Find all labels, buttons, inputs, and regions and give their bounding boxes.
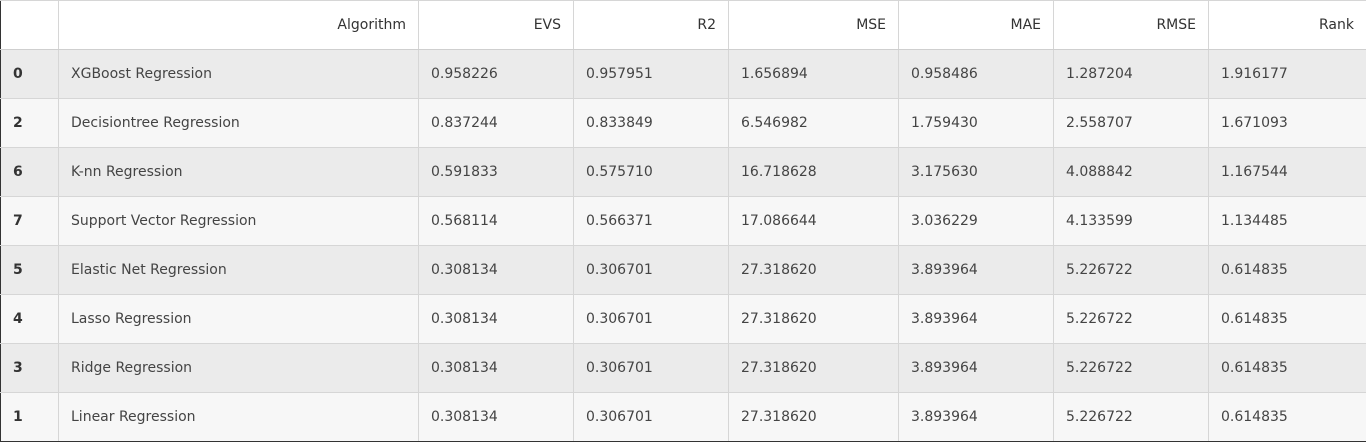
mae-cell: 3.893964 <box>898 245 1054 295</box>
mae-cell: 3.036229 <box>898 196 1054 246</box>
row-index: 4 <box>0 294 59 344</box>
table-body: 0 XGBoost Regression 0.958226 0.957951 1… <box>0 49 1366 442</box>
evs-cell: 0.591833 <box>418 147 574 197</box>
evs-cell: 0.958226 <box>418 49 574 99</box>
algorithm-cell: Lasso Regression <box>58 294 419 344</box>
row-index: 0 <box>0 49 59 99</box>
table-row: 4 Lasso Regression 0.308134 0.306701 27.… <box>0 294 1366 344</box>
rank-column-header: Rank <box>1208 0 1366 50</box>
mse-cell: 27.318620 <box>728 245 899 295</box>
algorithm-cell: Elastic Net Regression <box>58 245 419 295</box>
evs-cell: 0.308134 <box>418 294 574 344</box>
mse-cell: 17.086644 <box>728 196 899 246</box>
evs-cell: 0.308134 <box>418 343 574 393</box>
mae-cell: 3.175630 <box>898 147 1054 197</box>
row-index: 7 <box>0 196 59 246</box>
rank-cell: 0.614835 <box>1208 392 1366 442</box>
table-row: 7 Support Vector Regression 0.568114 0.5… <box>0 196 1366 246</box>
mse-cell: 27.318620 <box>728 392 899 442</box>
rank-cell: 1.167544 <box>1208 147 1366 197</box>
mse-cell: 27.318620 <box>728 294 899 344</box>
rmse-cell: 4.133599 <box>1053 196 1209 246</box>
header-row: Algorithm EVS R2 MSE MAE RMSE Rank <box>0 0 1366 50</box>
table-row: 2 Decisiontree Regression 0.837244 0.833… <box>0 98 1366 148</box>
algorithm-cell: XGBoost Regression <box>58 49 419 99</box>
rmse-cell: 2.558707 <box>1053 98 1209 148</box>
rmse-cell: 4.088842 <box>1053 147 1209 197</box>
r2-cell: 0.575710 <box>573 147 729 197</box>
index-column-header <box>0 0 59 50</box>
mae-column-header: MAE <box>898 0 1054 50</box>
table-row: 0 XGBoost Regression 0.958226 0.957951 1… <box>0 49 1366 99</box>
evs-cell: 0.308134 <box>418 245 574 295</box>
mse-cell: 1.656894 <box>728 49 899 99</box>
rmse-cell: 5.226722 <box>1053 343 1209 393</box>
r2-column-header: R2 <box>573 0 729 50</box>
algorithm-cell: Decisiontree Regression <box>58 98 419 148</box>
mae-cell: 3.893964 <box>898 392 1054 442</box>
r2-cell: 0.306701 <box>573 343 729 393</box>
row-index: 2 <box>0 98 59 148</box>
r2-cell: 0.957951 <box>573 49 729 99</box>
mae-cell: 3.893964 <box>898 294 1054 344</box>
mse-cell: 16.718628 <box>728 147 899 197</box>
rmse-cell: 5.226722 <box>1053 294 1209 344</box>
rank-cell: 0.614835 <box>1208 343 1366 393</box>
mse-column-header: MSE <box>728 0 899 50</box>
row-index: 1 <box>0 392 59 442</box>
evs-column-header: EVS <box>418 0 574 50</box>
rank-cell: 1.134485 <box>1208 196 1366 246</box>
rank-cell: 0.614835 <box>1208 294 1366 344</box>
rank-cell: 1.916177 <box>1208 49 1366 99</box>
row-index: 5 <box>0 245 59 295</box>
r2-cell: 0.306701 <box>573 245 729 295</box>
table-row: 1 Linear Regression 0.308134 0.306701 27… <box>0 392 1366 442</box>
r2-cell: 0.833849 <box>573 98 729 148</box>
algorithm-cell: Ridge Regression <box>58 343 419 393</box>
mae-cell: 0.958486 <box>898 49 1054 99</box>
evs-cell: 0.837244 <box>418 98 574 148</box>
table-header: Algorithm EVS R2 MSE MAE RMSE Rank <box>0 0 1366 50</box>
r2-cell: 0.306701 <box>573 392 729 442</box>
mae-cell: 1.759430 <box>898 98 1054 148</box>
algorithm-cell: Linear Regression <box>58 392 419 442</box>
evs-cell: 0.308134 <box>418 392 574 442</box>
algorithm-cell: K-nn Regression <box>58 147 419 197</box>
r2-cell: 0.306701 <box>573 294 729 344</box>
r2-cell: 0.566371 <box>573 196 729 246</box>
mae-cell: 3.893964 <box>898 343 1054 393</box>
rank-cell: 1.671093 <box>1208 98 1366 148</box>
rmse-cell: 1.287204 <box>1053 49 1209 99</box>
table-row: 3 Ridge Regression 0.308134 0.306701 27.… <box>0 343 1366 393</box>
table-row: 6 K-nn Regression 0.591833 0.575710 16.7… <box>0 147 1366 197</box>
row-index: 6 <box>0 147 59 197</box>
table-row: 5 Elastic Net Regression 0.308134 0.3067… <box>0 245 1366 295</box>
rank-cell: 0.614835 <box>1208 245 1366 295</box>
algorithm-column-header: Algorithm <box>58 0 419 50</box>
row-index: 3 <box>0 343 59 393</box>
evs-cell: 0.568114 <box>418 196 574 246</box>
rmse-column-header: RMSE <box>1053 0 1209 50</box>
rmse-cell: 5.226722 <box>1053 392 1209 442</box>
mse-cell: 27.318620 <box>728 343 899 393</box>
mse-cell: 6.546982 <box>728 98 899 148</box>
rmse-cell: 5.226722 <box>1053 245 1209 295</box>
algorithm-cell: Support Vector Regression <box>58 196 419 246</box>
